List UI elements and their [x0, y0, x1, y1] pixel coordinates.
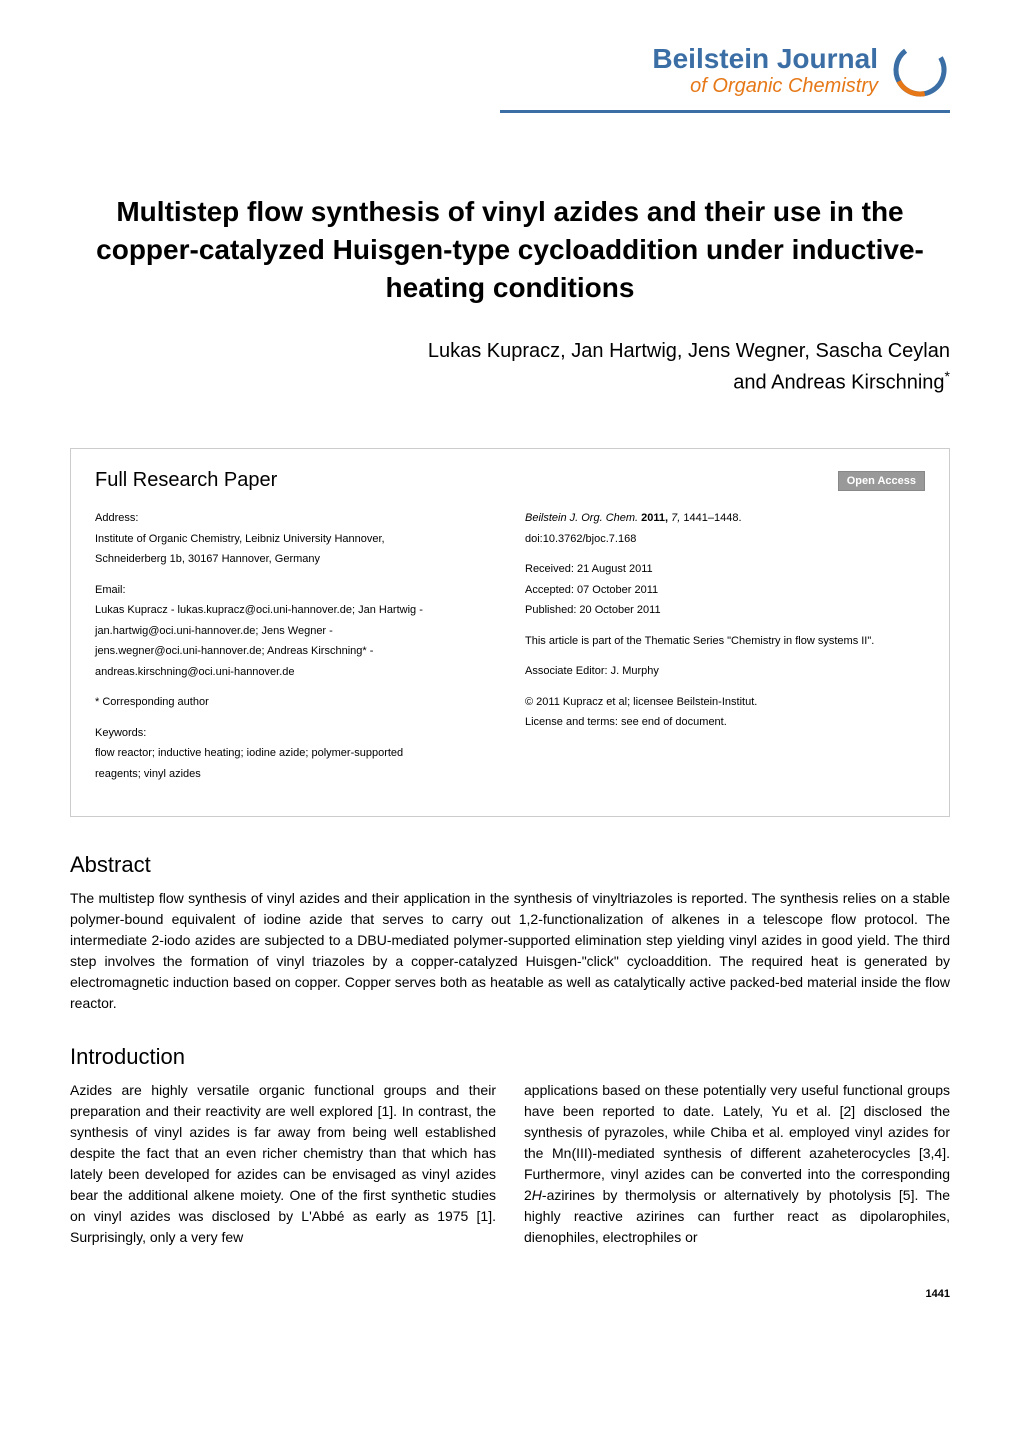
logo-text-block: Beilstein Journal of Organic Chemistry — [652, 43, 878, 98]
keywords-label: Keywords: — [95, 725, 495, 742]
article-info-box: Full Research Paper Open Access Address:… — [70, 448, 950, 817]
page-number: 1441 — [70, 1288, 950, 1300]
introduction-column-2: applications based on these potentially … — [524, 1080, 950, 1248]
email-line: andreas.kirschning@oci.uni-hannover.de — [95, 664, 495, 681]
copyright-line: © 2011 Kupracz et al; licensee Beilstein… — [525, 694, 925, 711]
info-box-header: Full Research Paper Open Access — [95, 469, 925, 492]
email-label: Email: — [95, 582, 495, 599]
email-line: jan.hartwig@oci.uni-hannover.de; Jens We… — [95, 623, 495, 640]
associate-editor: Associate Editor: J. Murphy — [525, 663, 925, 680]
info-columns: Address: Institute of Organic Chemistry,… — [95, 510, 925, 796]
info-left-column: Address: Institute of Organic Chemistry,… — [95, 510, 495, 796]
journal-logo-title: Beilstein Journal — [652, 43, 878, 75]
authors-line-1: Lukas Kupracz, Jan Hartwig, Jens Wegner,… — [70, 336, 950, 366]
open-access-badge: Open Access — [838, 471, 925, 491]
accepted-date: Accepted: 07 October 2011 — [525, 582, 925, 599]
introduction-columns: Azides are highly versatile organic func… — [70, 1080, 950, 1248]
corresponding-author-note: * Corresponding author — [95, 694, 495, 711]
journal-header: Beilstein Journal of Organic Chemistry — [70, 40, 950, 100]
abstract-text: The multistep flow synthesis of vinyl az… — [70, 888, 950, 1014]
journal-logo-icon — [890, 40, 950, 100]
journal-logo-subtitle: of Organic Chemistry — [652, 75, 878, 98]
email-line: jens.wegner@oci.uni-hannover.de; Andreas… — [95, 643, 495, 660]
doi-line: doi:10.3762/bjoc.7.168 — [525, 531, 925, 548]
address-label: Address: — [95, 510, 495, 527]
article-title: Multistep flow synthesis of vinyl azides… — [70, 193, 950, 306]
thematic-series-note: This article is part of the Thematic Ser… — [525, 633, 925, 650]
header-divider — [500, 110, 950, 113]
keywords-line: reagents; vinyl azides — [95, 766, 495, 783]
license-line: License and terms: see end of document. — [525, 714, 925, 731]
published-date: Published: 20 October 2011 — [525, 602, 925, 619]
address-line: Schneiderberg 1b, 30167 Hannover, German… — [95, 551, 495, 568]
paper-type-label: Full Research Paper — [95, 469, 277, 492]
authors-line-2: and Andreas Kirschning* — [70, 366, 950, 398]
keywords-line: flow reactor; inductive heating; iodine … — [95, 745, 495, 762]
authors-block: Lukas Kupracz, Jan Hartwig, Jens Wegner,… — [70, 336, 950, 398]
introduction-column-1: Azides are highly versatile organic func… — [70, 1080, 496, 1248]
email-line: Lukas Kupracz - lukas.kupracz@oci.uni-ha… — [95, 602, 495, 619]
address-line: Institute of Organic Chemistry, Leibniz … — [95, 531, 495, 548]
abstract-heading: Abstract — [70, 852, 950, 878]
received-date: Received: 21 August 2011 — [525, 561, 925, 578]
introduction-heading: Introduction — [70, 1044, 950, 1070]
citation-line: Beilstein J. Org. Chem. 2011, 7, 1441–14… — [525, 510, 925, 527]
info-right-column: Beilstein J. Org. Chem. 2011, 7, 1441–14… — [525, 510, 925, 796]
